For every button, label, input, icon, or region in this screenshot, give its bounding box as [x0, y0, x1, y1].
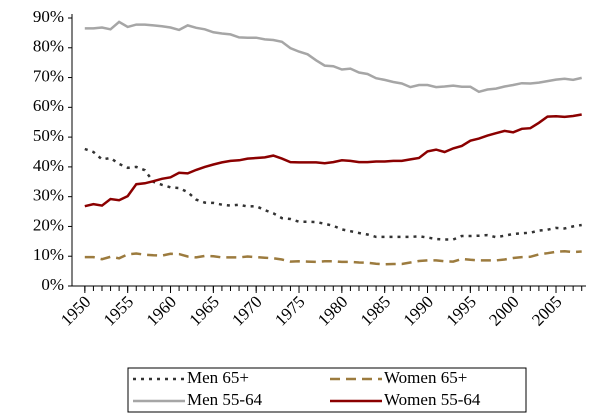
y-tick-label: 80% — [33, 37, 64, 56]
legend-label: Women 65+ — [384, 368, 467, 387]
x-tick-label: 1990 — [400, 292, 437, 329]
x-tick-label: 1970 — [228, 292, 265, 329]
y-tick-label: 40% — [33, 156, 64, 175]
series-line — [84, 147, 582, 241]
legend-box — [127, 367, 527, 413]
x-tick-label: 1980 — [314, 292, 351, 329]
x-tick-label: 1950 — [57, 292, 94, 329]
x-tick-label: 1955 — [100, 292, 137, 329]
y-tick-label: 50% — [33, 126, 64, 145]
y-tick-label: 10% — [33, 245, 64, 264]
y-tick-label: 20% — [33, 215, 64, 234]
x-tick-label: 1965 — [185, 292, 222, 329]
x-tick-label: 1960 — [143, 292, 180, 329]
legend-label: Men 65+ — [187, 368, 249, 387]
x-tick-label: 1995 — [442, 292, 479, 329]
x-tick-label: 1985 — [357, 292, 394, 329]
y-tick-label: 60% — [33, 96, 64, 115]
series-line — [84, 249, 582, 266]
y-tick-label: 0% — [41, 275, 64, 294]
series-line — [84, 20, 582, 94]
x-tick-label: 2005 — [528, 292, 565, 329]
y-tick-label: 90% — [33, 7, 64, 26]
legend-label: Women 55-64 — [384, 390, 481, 409]
series-line — [84, 113, 582, 208]
legend-label: Men 55-64 — [187, 390, 263, 409]
y-tick-label: 70% — [33, 66, 64, 85]
y-tick-label: 30% — [33, 186, 64, 205]
x-tick-label: 1975 — [271, 292, 308, 329]
x-tick-label: 2000 — [485, 292, 522, 329]
